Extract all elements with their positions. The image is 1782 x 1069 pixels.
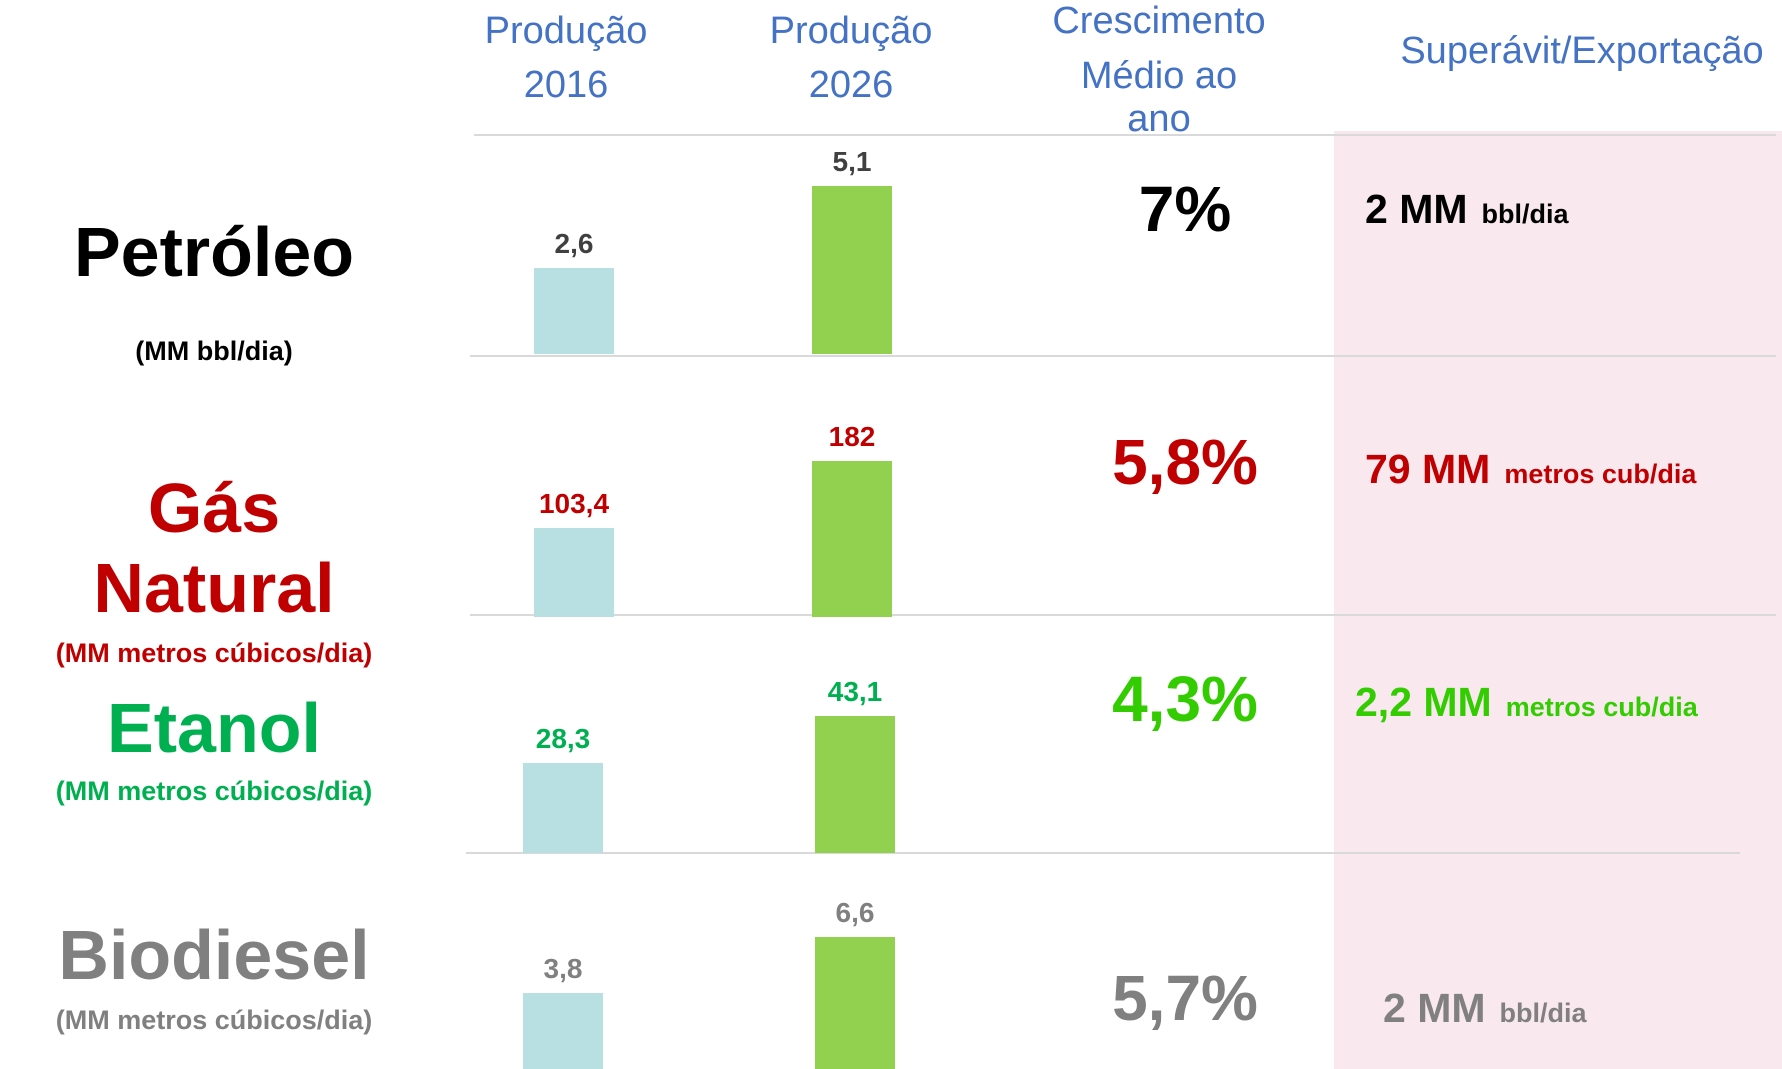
value-label: 2,6 <box>554 228 594 260</box>
column-header: ano <box>1127 98 1191 140</box>
row-name: Petróleo <box>73 213 355 291</box>
growth: 4,3% <box>1112 663 1258 735</box>
value-label: 103,4 <box>538 488 610 520</box>
bar-2016 <box>523 763 603 853</box>
growth: 7% <box>1138 173 1232 245</box>
export-unit: bbl/dia <box>1499 998 1587 1028</box>
row-name: Natural <box>93 549 335 627</box>
row-unit: (MM metros cúbicos/dia) <box>55 638 373 668</box>
value-label: 182 <box>828 421 876 452</box>
growth: 5,7% <box>1112 962 1258 1034</box>
export-unit: metros cub/dia <box>1505 692 1698 722</box>
export-unit: metros cub/dia <box>1504 459 1697 489</box>
row-separator <box>470 355 1776 357</box>
column-header: Crescimento <box>1052 0 1266 42</box>
export: 2,2 MM metros cub/dia <box>1355 679 1698 726</box>
row-separator <box>474 134 1776 136</box>
row-name: Biodiesel <box>58 916 370 994</box>
bar-2016 <box>523 993 603 1069</box>
bar-2026 <box>812 461 892 617</box>
column-header: 2026 <box>808 64 894 106</box>
export-background <box>1334 131 1782 1069</box>
export-amount: 2 MM <box>1365 186 1468 232</box>
column-header: Produção <box>484 10 648 52</box>
row-name: Gás <box>147 469 281 547</box>
export-unit: bbl/dia <box>1481 199 1569 229</box>
value-label: 5,1 <box>832 146 872 177</box>
column-header: 2016 <box>523 64 609 106</box>
column-header: Produção <box>769 10 933 52</box>
export-amount: 2 MM <box>1383 985 1486 1031</box>
row-unit: (MM metros cúbicos/dia) <box>55 776 373 806</box>
bar-2016 <box>534 268 614 354</box>
column-header: Superávit/Exportação <box>1400 30 1764 72</box>
value-label: 28,3 <box>535 723 591 755</box>
value-label: 43,1 <box>827 676 883 707</box>
export: 79 MM metros cub/dia <box>1365 446 1696 493</box>
column-header: Médio ao <box>1080 55 1238 97</box>
bar-2016 <box>534 528 614 617</box>
export: 2 MM bbl/dia <box>1383 985 1587 1032</box>
bar-2026 <box>815 937 895 1069</box>
value-label: 6,6 <box>835 897 875 928</box>
row-unit: (MM bbl/dia) <box>135 336 293 366</box>
bar-2026 <box>812 186 892 354</box>
export-amount: 2,2 MM <box>1355 679 1492 725</box>
row-unit: (MM metros cúbicos/dia) <box>55 1005 373 1035</box>
row-separator <box>466 852 1740 854</box>
growth: 5,8% <box>1112 426 1258 498</box>
row-name: Etanol <box>107 689 321 767</box>
export: 2 MM bbl/dia <box>1365 186 1569 233</box>
bar-2026 <box>815 716 895 853</box>
export-amount: 79 MM <box>1365 446 1491 492</box>
row-separator <box>470 614 1776 616</box>
value-label: 3,8 <box>543 953 583 984</box>
